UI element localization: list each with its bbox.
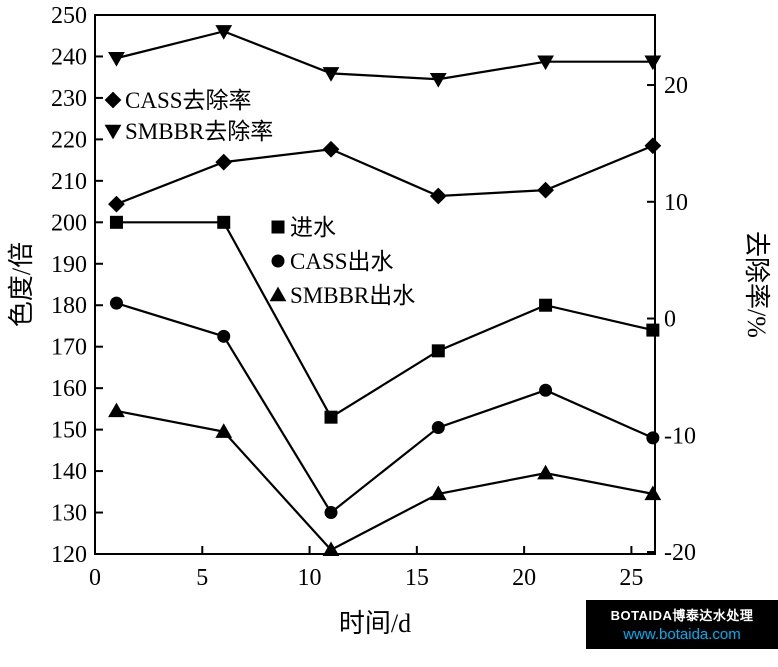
y-right-tick-label: -20 xyxy=(664,540,696,566)
square-marker xyxy=(217,215,231,229)
y-right-tick-label: -10 xyxy=(664,423,696,449)
diamond-marker xyxy=(644,137,662,155)
watermark: BOTAIDA博泰达水处理 www.botaida.com xyxy=(586,600,778,649)
legend-water-series: 进水 CASS出水 SMBBR出水 xyxy=(269,215,415,308)
series-CASS出水 xyxy=(109,296,660,520)
circle-marker xyxy=(109,296,123,310)
triangle-down-marker xyxy=(108,52,125,67)
x-tick-label: 15 xyxy=(405,565,429,591)
y-axis-left: 120 130 140 150 160 170 180 190 200 210 220 230 240 2… xyxy=(51,3,103,568)
legend-removal-rates: CASS去除率 SMBBR去除率 xyxy=(104,88,273,144)
plot-frame xyxy=(94,14,656,555)
triangle-up-marker xyxy=(429,485,447,501)
y-left-tick-label: 230 xyxy=(51,86,87,112)
triangle-down-marker xyxy=(322,67,340,82)
series-CASS去除率 xyxy=(108,137,662,213)
watermark-title: BOTAIDA博泰达水处理 xyxy=(610,608,754,623)
x-tick-label: 10 xyxy=(298,565,322,591)
triangle-down-marker xyxy=(104,124,122,140)
x-tick-label: 0 xyxy=(89,565,101,591)
x-axis: 0 5 10 15 20 25 xyxy=(89,546,643,591)
triangle-up-marker xyxy=(322,541,340,557)
series-line xyxy=(116,221,654,419)
legend-label: 进水 xyxy=(290,215,336,240)
circle-marker xyxy=(539,383,553,397)
triangle-up-marker xyxy=(644,485,662,501)
square-marker xyxy=(539,298,553,312)
y-right-tick-label: 20 xyxy=(664,73,688,99)
triangle-up-marker xyxy=(537,464,554,480)
y-left-tick-label: 150 xyxy=(51,418,87,444)
triangle-up-marker xyxy=(108,402,125,418)
x-axis-title: 时间/d xyxy=(339,609,411,638)
diamond-marker xyxy=(537,181,554,199)
triangle-down-marker xyxy=(215,25,233,40)
circle-marker xyxy=(217,329,231,343)
series-SMBBR去除率 xyxy=(108,25,662,88)
axis-titles: 时间/d 色度/倍 去除率/% xyxy=(7,231,771,638)
diamond-marker xyxy=(215,153,233,171)
diamond-marker xyxy=(429,187,447,205)
legend-label: SMBBR出水 xyxy=(290,283,415,308)
square-marker xyxy=(324,410,338,424)
triangle-up-marker xyxy=(269,286,287,302)
y-left-tick-label: 220 xyxy=(51,127,87,153)
series-进水 xyxy=(109,215,660,424)
legend-label: CASS去除率 xyxy=(125,88,252,113)
series-line xyxy=(116,302,654,515)
y-right-tick-label: 0 xyxy=(664,307,676,333)
y-left-tick-label: 200 xyxy=(51,210,87,236)
triangle-down-marker xyxy=(537,55,554,71)
square-marker xyxy=(646,323,660,337)
diamond-marker xyxy=(104,91,122,109)
y-left-tick-label: 170 xyxy=(51,335,87,361)
triangle-up-marker xyxy=(215,423,233,438)
legend-label: SMBBR去除率 xyxy=(125,119,273,144)
series-SMBBR出水 xyxy=(108,402,662,557)
series-line xyxy=(116,30,653,81)
diamond-marker xyxy=(108,195,125,213)
y-left-tick-label: 240 xyxy=(51,44,87,70)
square-marker xyxy=(431,344,445,358)
watermark-url: www.botaida.com xyxy=(623,626,741,643)
circle-marker xyxy=(324,506,338,520)
y-left-tick-label: 190 xyxy=(51,252,87,278)
square-marker xyxy=(109,215,123,229)
series-line xyxy=(116,144,654,206)
y-left-tick-label: 250 xyxy=(51,3,87,29)
circle-marker xyxy=(646,431,660,445)
x-tick-label: 25 xyxy=(619,565,643,591)
legend-label: CASS出水 xyxy=(290,249,394,274)
y-left-tick-label: 140 xyxy=(51,459,87,485)
y-left-tick-label: 120 xyxy=(51,542,87,568)
x-tick-label: 20 xyxy=(512,565,536,591)
y-right-tick-label: 10 xyxy=(664,190,688,216)
x-tick-label: 5 xyxy=(196,565,208,591)
circle-marker xyxy=(431,421,445,435)
y-left-tick-label: 210 xyxy=(51,169,87,195)
y-left-tick-label: 160 xyxy=(51,376,87,402)
triangle-down-marker xyxy=(429,73,447,88)
triangle-down-marker xyxy=(644,55,662,71)
y-axis-right-title: 去除率/% xyxy=(742,231,771,338)
diamond-marker xyxy=(322,140,340,158)
circle-marker xyxy=(271,254,285,268)
series-line xyxy=(116,409,654,552)
y-left-tick-label: 130 xyxy=(51,501,87,527)
y-axis-right: -20 -10 0 10 20 xyxy=(647,73,696,566)
y-axis-left-title: 色度/倍 xyxy=(7,242,36,327)
square-marker xyxy=(271,220,285,234)
y-left-tick-label: 180 xyxy=(51,293,87,319)
